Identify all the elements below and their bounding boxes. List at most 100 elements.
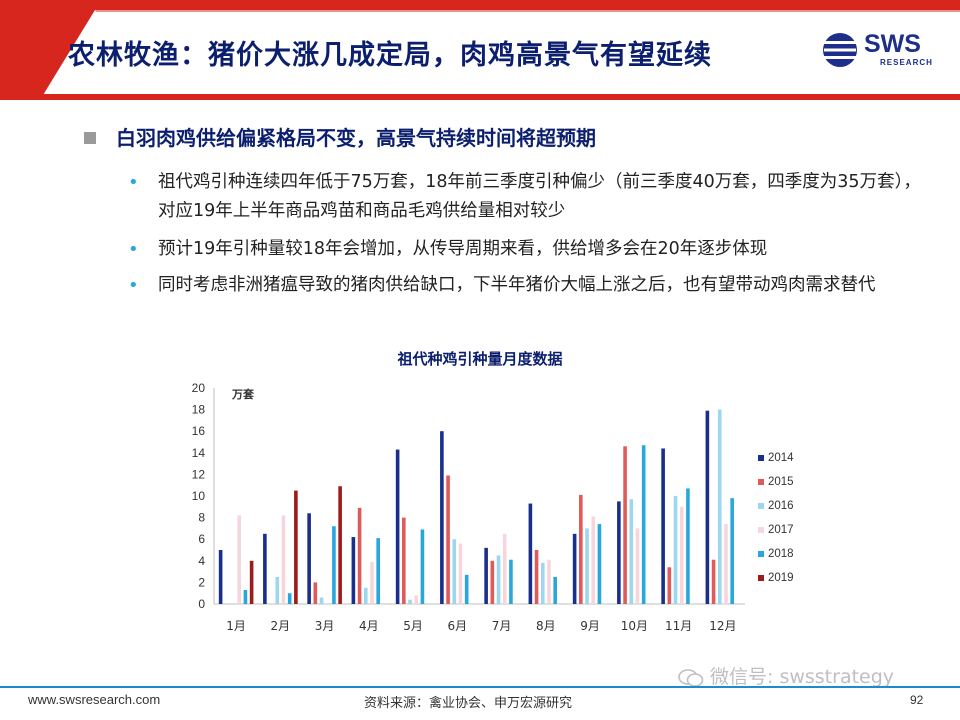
x-tick-label: 11月 [665, 619, 692, 633]
page-title: 农林牧渔：猪价大涨几成定局，肉鸡高景气有望延续 [68, 40, 712, 71]
x-tick-label: 9月 [580, 619, 600, 633]
bar [237, 515, 242, 604]
y-tick-label: 18 [192, 403, 206, 417]
data-source: 资料来源：禽业协会、申万宏源研究 [364, 696, 573, 711]
bar [717, 409, 722, 604]
bar [370, 561, 374, 604]
bar [496, 555, 501, 604]
bar [357, 507, 362, 604]
logo-subtext: RESEARCH [880, 58, 933, 67]
bar [540, 562, 545, 604]
y-tick-label: 12 [192, 467, 206, 481]
bar [402, 517, 406, 604]
bar [635, 528, 640, 604]
bar [661, 448, 665, 604]
square-bullet-icon [84, 131, 96, 144]
x-tick-label: 12月 [709, 619, 736, 633]
bar [579, 494, 583, 604]
y-tick-label: 0 [198, 597, 205, 611]
chart-title: 祖代种鸡引种量月度数据 [397, 350, 563, 368]
bar [408, 599, 412, 604]
bar [395, 449, 400, 604]
bar [711, 559, 716, 604]
bar [572, 533, 577, 604]
y-tick-label: 16 [192, 424, 206, 438]
bar [275, 577, 280, 604]
legend-swatch [758, 527, 764, 533]
bar [629, 499, 634, 604]
bar [313, 582, 318, 604]
bar [705, 410, 710, 604]
x-tick-label: 6月 [448, 619, 468, 633]
logo-text: SWS [864, 30, 921, 58]
bar [319, 597, 324, 604]
bullet-text: 同时考虑非洲猪瘟导致的猪肉供给缺口，下半年猪价大幅上涨之后，也有望带动鸡肉需求替… [158, 275, 876, 295]
bar [484, 547, 488, 604]
bar [679, 506, 684, 604]
bullet-item: • 预计19年引种量较18年会增加，从传导周期来看，供给增多会在20年逐步体现 [128, 235, 928, 264]
legend-label: 2018 [768, 548, 794, 560]
legend-swatch [758, 551, 764, 557]
y-unit-label: 万套 [231, 387, 255, 401]
bar [502, 533, 507, 604]
bar [338, 486, 342, 604]
x-tick-label: 3月 [315, 619, 335, 633]
section-heading-text: 白羽肉鸡供给偏紧格局不变，高景气持续时间将超预期 [116, 126, 596, 150]
bar [547, 559, 551, 604]
bar [591, 516, 596, 604]
legend-swatch [758, 455, 764, 461]
bullet-text: 祖代鸡引种连续四年低于75万套，18年前三季度引种偏少（前三季度40万套，四季度… [158, 172, 921, 221]
bar [414, 595, 419, 604]
sws-logo-mark-icon [823, 33, 857, 67]
bar [351, 537, 356, 604]
bar [452, 539, 457, 604]
y-tick-label: 2 [198, 575, 205, 589]
bar [509, 559, 513, 604]
website-link[interactable]: www.swsresearch.com [28, 692, 161, 707]
legend-label: 2014 [768, 452, 794, 464]
bar [446, 475, 450, 604]
bar [263, 533, 267, 604]
bar [376, 538, 380, 604]
page-number: 92 [910, 693, 924, 707]
bar [281, 515, 286, 604]
bar [294, 490, 298, 604]
y-tick-label: 6 [198, 532, 205, 546]
y-tick-label: 20 [192, 381, 206, 395]
x-tick-label: 5月 [403, 619, 423, 633]
bar [249, 560, 254, 604]
y-tick-label: 14 [192, 446, 206, 460]
bar [673, 496, 678, 604]
x-tick-label: 4月 [359, 619, 379, 633]
bar [553, 577, 557, 604]
bar [641, 445, 646, 604]
bar [686, 488, 690, 604]
bullet-text: 预计19年引种量较18年会增加，从传导周期来看，供给增多会在20年逐步体现 [158, 239, 768, 259]
bar [490, 560, 495, 604]
x-tick-label: 10月 [621, 619, 648, 633]
watermark-text: 微信号: swsstrategy [710, 666, 895, 688]
bar [724, 524, 728, 604]
header-banner [0, 0, 960, 100]
bullet-item: • 同时考虑非洲猪瘟导致的猪肉供给缺口，下半年猪价大幅上涨之后，也有望带动鸡肉需… [128, 271, 928, 300]
watermark: 微信号: swsstrategy [678, 662, 894, 689]
bullet-dot-icon: • [128, 275, 139, 296]
bar-chart: 0 2 4 6 8 10 12 14 16 18 20 万套 1月 2月 3月 4月 5月 6月 7月 8月 9月 10月… [192, 381, 795, 633]
legend-label: 2019 [768, 572, 794, 584]
y-tick-label: 4 [198, 554, 205, 568]
bullet-item: • 祖代鸡引种连续四年低于75万套，18年前三季度引种偏少（前三季度40万套，四… [128, 168, 928, 226]
x-tick-label: 1月 [226, 619, 246, 633]
legend-label: 2015 [768, 476, 794, 488]
bar [243, 589, 248, 604]
bullet-dot-icon: • [128, 172, 139, 193]
bar [332, 526, 336, 604]
bar [730, 498, 734, 604]
bar [617, 501, 621, 604]
bar [363, 587, 368, 604]
section-heading: 白羽肉鸡供给偏紧格局不变，高景气持续时间将超预期 [84, 122, 596, 151]
y-tick-label: 10 [192, 489, 206, 503]
legend-swatch [758, 575, 764, 581]
wechat-icon [678, 668, 704, 687]
bullet-dot-icon: • [128, 239, 139, 260]
bar [667, 567, 672, 604]
